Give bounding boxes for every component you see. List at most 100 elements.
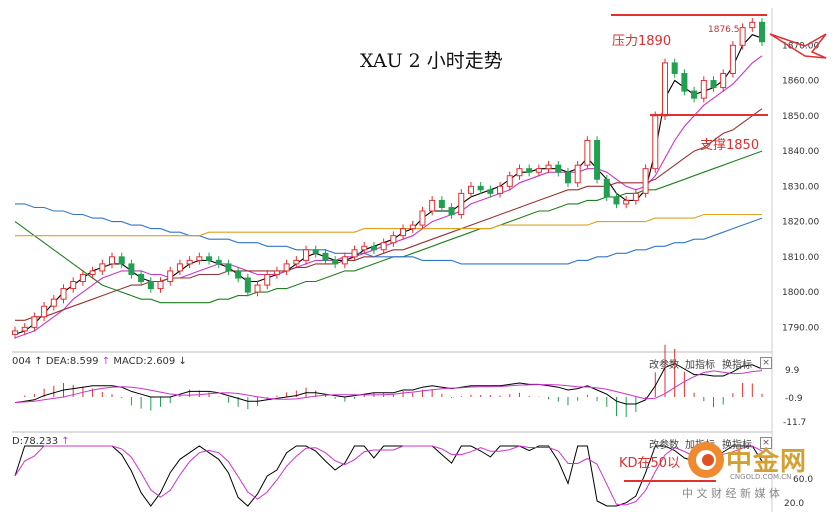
kd-tick: 20.0 (784, 499, 805, 509)
candle-body (467, 185, 474, 194)
candle-body (215, 259, 222, 265)
candle-body (642, 168, 649, 194)
candle-body (70, 281, 77, 290)
candle (157, 277, 164, 293)
candle-body (700, 80, 707, 99)
candle (60, 284, 67, 304)
y-tick-label: 1830.00 (782, 182, 819, 192)
macd-add-indicator-button[interactable]: 加指标 (685, 360, 715, 371)
candle (555, 160, 562, 177)
candle (603, 175, 610, 202)
candle-body (206, 256, 213, 261)
brand-tagline: 中 文 财 经 新 媒 体 (682, 487, 780, 500)
candle-body (429, 199, 436, 212)
resistance-label: 压力1890 (612, 34, 672, 49)
macd-dea-value: DEA:8.599 (45, 356, 99, 367)
candle (235, 266, 242, 283)
kd-switch-indicator-button[interactable]: 换指标 (722, 440, 752, 451)
candle-body (516, 168, 523, 177)
candle-body (157, 281, 164, 290)
candle (225, 259, 232, 276)
candle-body (351, 249, 358, 258)
candle (370, 242, 377, 255)
candle (332, 256, 339, 269)
candle-body (332, 259, 339, 265)
candle-body (526, 168, 533, 173)
candle (41, 301, 48, 322)
candle (322, 249, 329, 265)
candle (312, 245, 319, 258)
kd-tick: 60.0 (793, 475, 814, 485)
candle-body (603, 178, 610, 198)
candle (458, 189, 465, 219)
candle (118, 252, 125, 269)
candle-body (671, 62, 678, 74)
arrow-up-icon: ↑ (34, 356, 43, 367)
y-tick-label: 1790.00 (782, 323, 819, 333)
candle-body (710, 80, 717, 89)
candle-body (167, 270, 174, 283)
candle-body (254, 284, 261, 293)
candle (264, 270, 271, 290)
macd-switch-indicator-button[interactable]: 换指标 (722, 360, 752, 371)
candle (99, 259, 106, 276)
candle (254, 280, 261, 297)
candle (147, 277, 154, 293)
candle-body (99, 263, 106, 272)
candle (361, 242, 368, 255)
candle-body (109, 256, 116, 265)
kd-change-params-button[interactable]: 改参数 (649, 440, 679, 451)
kd-k-line (14, 445, 763, 507)
candle-body (147, 281, 154, 290)
candle (70, 277, 77, 293)
support-label: 支撑1850 (700, 138, 760, 153)
candle-body (739, 27, 746, 46)
candle-body (322, 252, 329, 261)
macd-dea-line (14, 370, 763, 404)
candle (303, 245, 310, 265)
brand-name: 中金网 (726, 447, 808, 477)
candle (109, 252, 116, 269)
candle (613, 192, 620, 209)
candle-body (545, 164, 552, 170)
arrow-down-icon: ↓ (178, 356, 187, 367)
candle (729, 41, 736, 78)
candle (196, 252, 203, 265)
candle-body (652, 115, 659, 170)
arrow-up-icon: ↑ (61, 436, 70, 447)
macd-value: MACD:2.609 (113, 356, 176, 367)
kd-d-line (14, 445, 763, 506)
candle (390, 231, 397, 247)
candle (594, 136, 601, 184)
candle-body (293, 259, 300, 265)
candle-body (661, 62, 668, 117)
kd-close-icon[interactable]: × (760, 437, 772, 449)
candle (138, 270, 145, 286)
candle (244, 273, 251, 297)
candle (506, 171, 513, 191)
y-tick-label: 1820.00 (782, 218, 819, 228)
macd-close-icon[interactable]: × (760, 357, 772, 369)
candle-body (41, 305, 48, 318)
macd-change-params-button[interactable]: 改参数 (649, 360, 679, 371)
candle-body (312, 249, 319, 254)
candle (293, 256, 300, 269)
macd-legend: 004 ↑ DEA:8.599 ↑ MACD:2.609 ↓ (12, 356, 187, 367)
candle-body (244, 277, 251, 293)
candle (186, 256, 193, 269)
candle-body (749, 21, 756, 29)
candle (632, 189, 639, 205)
ma-line-ma10 (14, 55, 763, 339)
ma-line-ma40 (14, 150, 763, 304)
candle (739, 23, 746, 50)
candle-body (419, 210, 426, 226)
candle (535, 164, 542, 177)
candle-body (138, 273, 145, 283)
candle (691, 86, 698, 103)
candle-body (458, 192, 465, 216)
candle (516, 164, 523, 180)
ma-line-ma5 (14, 34, 763, 335)
y-tick-label: 1870.00 (782, 41, 819, 51)
candle (477, 182, 484, 195)
